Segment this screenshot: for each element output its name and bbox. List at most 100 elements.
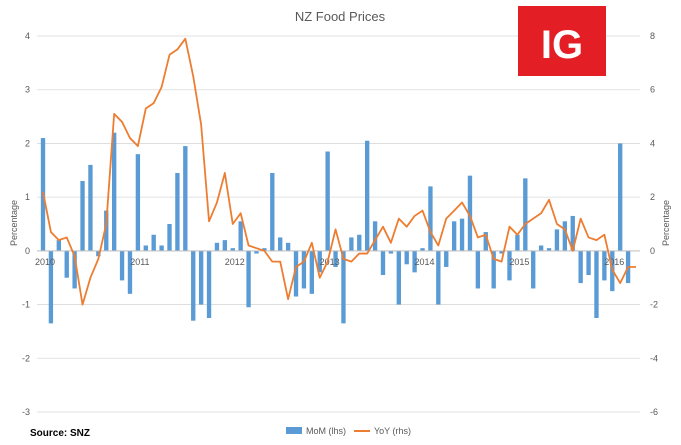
mom-bar: [119, 250, 125, 281]
right-tick-label: -2: [650, 300, 658, 310]
mom-bar: [507, 250, 512, 281]
x-year-label: 2012: [225, 257, 245, 267]
mom-bar: [412, 250, 417, 273]
mom-bar: [531, 250, 536, 289]
mom-bar: [222, 240, 228, 251]
left-tick-label: 3: [25, 85, 30, 95]
ig-logo: IG: [518, 6, 606, 76]
mom-bar: [254, 250, 259, 254]
left-tick-label: 0: [25, 246, 30, 256]
right-tick-label: -4: [650, 353, 658, 363]
mom-bar: [167, 224, 172, 251]
mom-bar: [183, 146, 188, 251]
mom-bar: [230, 248, 235, 251]
left-tick-label: 2: [25, 138, 30, 148]
mom-bar: [104, 210, 109, 251]
right-tick-label: 4: [650, 138, 655, 148]
mom-bar: [586, 250, 591, 276]
legend: MoM (lhs) YoY (rhs): [286, 426, 411, 436]
mom-bar: [554, 229, 560, 251]
mom-bar: [135, 154, 141, 251]
mom-bar: [618, 143, 623, 251]
left-tick-label: 1: [25, 192, 30, 202]
mom-bar: [341, 250, 346, 324]
mom-bar: [278, 237, 283, 251]
mom-bar: [515, 234, 520, 251]
x-year-label: 2011: [130, 257, 149, 267]
mom-bar: [151, 234, 156, 251]
x-year-label: 2010: [35, 257, 55, 267]
x-year-label: 2016: [604, 257, 624, 267]
right-tick-label: 0: [650, 246, 655, 256]
x-year-label: 2013: [320, 257, 340, 267]
left-axis-label: Percentage: [9, 200, 19, 246]
mom-bar: [56, 240, 61, 251]
mom-bar: [206, 250, 212, 318]
mom-bar: [238, 221, 243, 251]
left-tick-label: -3: [22, 407, 30, 417]
mom-bar: [365, 140, 370, 251]
mom-bar: [594, 250, 599, 318]
chart-title: NZ Food Prices: [295, 9, 386, 24]
mom-bar: [127, 250, 133, 294]
mom-bar: [80, 181, 85, 251]
mom-bar: [191, 250, 196, 321]
left-tick-label: -1: [22, 300, 30, 310]
grid-lines: [37, 35, 640, 413]
mom-bar: [270, 172, 275, 251]
mom-bar: [175, 172, 180, 251]
left-tick-label: -2: [22, 353, 30, 363]
mom-bar: [285, 242, 291, 251]
left-axis-ticks: 4 3 2 1 0 -1 -2 -3: [22, 31, 30, 417]
mom-bar: [325, 151, 330, 251]
logo-background: [518, 6, 606, 76]
mom-bar: [317, 250, 322, 273]
mom-bar: [578, 250, 583, 284]
mom-bar: [64, 250, 69, 278]
mom-bar: [602, 250, 607, 281]
mom-bar: [349, 237, 354, 251]
right-tick-label: 6: [650, 85, 655, 95]
left-tick-label: 4: [25, 31, 30, 41]
mom-bar: [388, 250, 394, 254]
right-axis-label: Percentage: [661, 200, 671, 246]
mom-bar: [475, 250, 481, 289]
mom-bar: [499, 250, 504, 254]
source-note: Source: SNZ: [30, 428, 90, 439]
mom-bar: [451, 221, 457, 251]
mom-bar: [396, 250, 401, 305]
mom-bar: [72, 250, 77, 289]
mom-bar: [357, 234, 362, 251]
legend-yoy-label: YoY (rhs): [374, 426, 411, 436]
mom-bar: [48, 250, 54, 324]
mom-bar: [246, 250, 251, 308]
mom-bar: [404, 250, 409, 265]
logo-text: IG: [541, 23, 583, 67]
mom-bar: [444, 250, 449, 267]
mom-bar: [88, 164, 93, 251]
mom-bar: [214, 242, 220, 251]
mom-bar: [428, 186, 433, 251]
legend-mom-label: MoM (lhs): [306, 426, 346, 436]
mom-bars: [40, 132, 631, 324]
legend-mom-swatch: [286, 427, 302, 434]
x-year-label: 2014: [415, 257, 435, 267]
mom-bar: [562, 221, 568, 251]
mom-bar: [143, 245, 148, 251]
mom-bar: [523, 178, 528, 251]
mom-bar: [111, 132, 117, 251]
mom-bar: [436, 250, 441, 305]
right-axis-ticks: 8 6 4 2 0 -2 -4 -6: [650, 31, 658, 417]
mom-bar: [372, 221, 378, 251]
mom-bar: [198, 250, 204, 305]
mom-bar: [309, 250, 314, 294]
mom-bar: [491, 250, 496, 289]
right-tick-label: 8: [650, 31, 655, 41]
mom-bar: [570, 215, 575, 251]
mom-bar: [538, 245, 544, 251]
x-year-label: 2015: [509, 257, 529, 267]
mom-bar: [420, 248, 425, 251]
mom-bar: [301, 250, 307, 289]
mom-bar: [293, 250, 299, 297]
